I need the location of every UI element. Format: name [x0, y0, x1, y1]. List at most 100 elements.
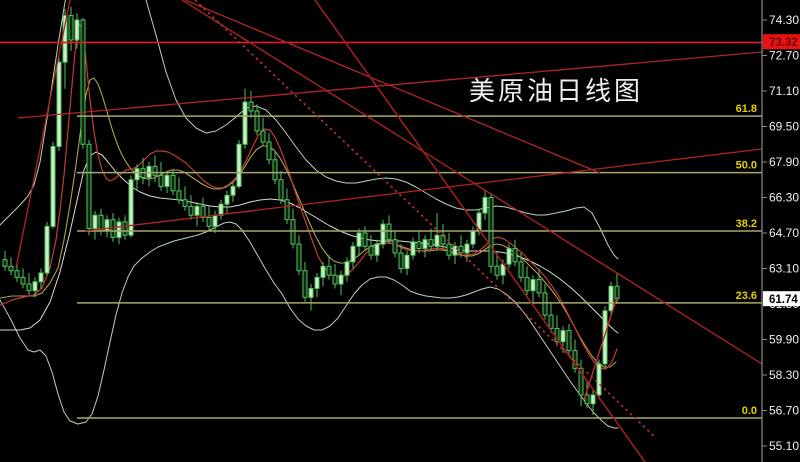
- candle-up: [212, 214, 218, 227]
- candle-up: [434, 234, 440, 247]
- candles: [2, 6, 620, 415]
- rebound-trendline: [583, 296, 618, 401]
- candle-up: [134, 168, 140, 181]
- candle-up: [236, 143, 242, 187]
- candle-up: [356, 232, 362, 247]
- candle-up: [464, 243, 470, 254]
- candle-down: [272, 159, 278, 181]
- candle-down: [296, 243, 302, 272]
- candle-down: [2, 259, 8, 267]
- candle-up: [116, 221, 122, 238]
- candle-down: [368, 245, 374, 256]
- candle-down: [578, 367, 584, 396]
- candle-down: [392, 239, 398, 254]
- axis-label: 58.30: [769, 368, 799, 382]
- candle-up: [374, 243, 380, 256]
- candle-down: [542, 292, 548, 316]
- candle-up: [50, 145, 56, 227]
- ascending-trendline-upper: [17, 51, 763, 119]
- descending-trendline-2: [181, 0, 763, 365]
- left-steep-trendline: [15, 0, 71, 269]
- candle-up: [380, 223, 386, 245]
- candle-down: [446, 243, 452, 256]
- fibonacci-levels: 61.8 50.0 38.2 23.6 0.0: [77, 103, 762, 419]
- candle-up: [422, 239, 428, 250]
- candle-up: [218, 203, 224, 216]
- price-tag-box: [763, 34, 800, 50]
- candle-down: [584, 394, 590, 405]
- candle-up: [452, 245, 458, 256]
- chart-title: 美原油日线图: [469, 77, 643, 107]
- candle-up: [164, 174, 170, 187]
- axis-label: 71.10: [769, 84, 799, 98]
- candle-up: [602, 310, 608, 365]
- candle-down: [572, 350, 578, 369]
- candle-down: [26, 283, 32, 292]
- candle-up: [596, 363, 602, 396]
- candle-down: [122, 221, 128, 236]
- candle-down: [290, 219, 296, 245]
- candle-down: [494, 265, 500, 276]
- candle-up: [404, 254, 410, 269]
- candle-up: [38, 272, 44, 283]
- price-tag-label: 61.74: [769, 294, 798, 306]
- candle-up: [44, 225, 50, 274]
- candle-down: [332, 274, 338, 285]
- fib-label-0.0: 0.0: [742, 405, 757, 417]
- price-tag-box: [763, 291, 800, 307]
- candle-up: [62, 15, 68, 63]
- descending-trendline-3: [314, 0, 646, 462]
- candle-up: [74, 19, 80, 41]
- candle-up: [242, 101, 248, 145]
- axis-label: 56.70: [769, 404, 799, 418]
- candle-down: [20, 276, 26, 285]
- candle-down: [86, 143, 92, 230]
- candle-down: [416, 241, 422, 250]
- candle-down: [440, 234, 446, 245]
- candle-up: [608, 285, 614, 312]
- candle-down: [158, 174, 164, 187]
- candle-down: [326, 265, 332, 276]
- axis-label: 66.30: [769, 191, 799, 205]
- candle-down: [362, 232, 368, 247]
- price-axis: 74.30 72.70 71.10 69.50 67.90 66.30 64.70 63.10…: [761, 0, 800, 462]
- fast-ma-line: [0, 23, 618, 370]
- candle-down: [152, 165, 158, 176]
- bollinger-upper-band: [0, 0, 619, 260]
- bollinger-lower-band: [0, 221, 619, 429]
- candle-up: [56, 61, 62, 147]
- candle-down: [488, 197, 494, 267]
- candle-down: [14, 270, 20, 278]
- candle-down: [266, 141, 272, 161]
- candle-up: [230, 185, 236, 196]
- candle-up: [410, 241, 416, 256]
- fib-label-38.2: 38.2: [736, 218, 757, 230]
- candle-up: [344, 261, 350, 276]
- candle-down: [428, 239, 434, 247]
- descending-dotted-line: [194, 0, 656, 438]
- candle-down: [8, 265, 14, 272]
- candle-down: [524, 276, 530, 292]
- indicator-curves: [0, 0, 619, 429]
- axis-label: 63.10: [769, 262, 799, 276]
- candle-down: [188, 205, 194, 216]
- candle-up: [128, 179, 134, 236]
- fib-label-23.6: 23.6: [736, 290, 757, 302]
- candle-down: [200, 205, 206, 218]
- candle-up: [506, 248, 512, 265]
- trend-lines: [0, 0, 763, 462]
- candle-down: [206, 216, 212, 227]
- candle-up: [308, 287, 314, 298]
- candle-down: [176, 190, 182, 201]
- candle-down: [254, 110, 260, 132]
- candle-down: [566, 330, 572, 352]
- candle-down: [260, 130, 266, 143]
- slow-ma-line: [0, 151, 619, 334]
- candle-down: [284, 199, 290, 221]
- candle-down: [512, 248, 518, 263]
- candle-down: [248, 101, 254, 112]
- candle-down: [386, 223, 392, 241]
- axis-label: 69.50: [769, 120, 799, 134]
- candle-up: [350, 245, 356, 263]
